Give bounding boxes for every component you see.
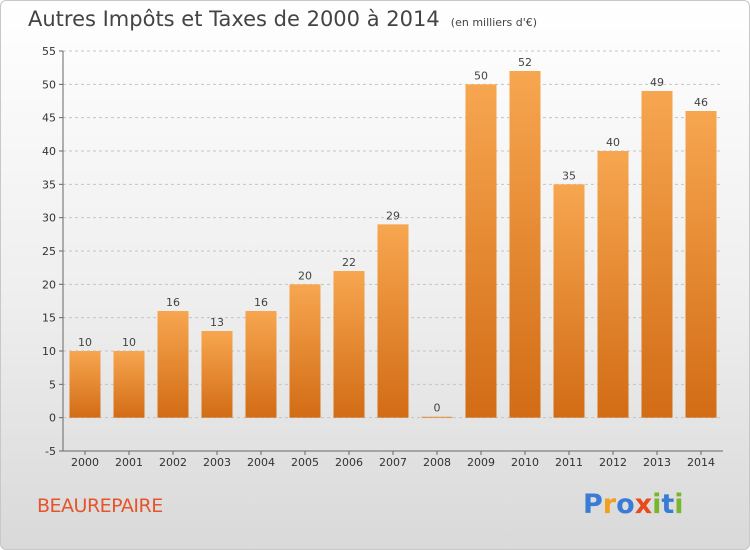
y-tick-label: 45 bbox=[42, 112, 56, 125]
y-tick-label: 40 bbox=[42, 145, 56, 158]
data-label: 10 bbox=[122, 336, 136, 349]
logo-letter: i bbox=[652, 489, 662, 520]
logo-letter: i bbox=[674, 489, 684, 520]
bar-2013 bbox=[641, 91, 673, 418]
data-label: 20 bbox=[298, 269, 312, 282]
bar-2007 bbox=[377, 224, 409, 418]
x-tick-label: 2007 bbox=[379, 456, 407, 469]
data-label: 46 bbox=[694, 96, 708, 109]
data-label: 50 bbox=[474, 69, 488, 82]
x-tick-label: 2000 bbox=[71, 456, 99, 469]
x-tick-label: 2011 bbox=[555, 456, 583, 469]
bar-2011 bbox=[553, 184, 585, 418]
x-tick-label: 2006 bbox=[335, 456, 363, 469]
logo-letter: o bbox=[616, 489, 635, 520]
x-tick-label: 2012 bbox=[599, 456, 627, 469]
bars bbox=[69, 71, 717, 418]
logo-letter: r bbox=[602, 489, 617, 520]
x-tick-label: 2010 bbox=[511, 456, 539, 469]
labels: -5 0 5 10 15 20 25 30 35 40 45 50 55 10 2000 10 2001 16 20… bbox=[42, 45, 715, 469]
y-tick-label: 20 bbox=[42, 278, 56, 291]
x-tick-label: 2001 bbox=[115, 456, 143, 469]
data-label: 10 bbox=[78, 336, 92, 349]
bar-2000 bbox=[69, 351, 101, 418]
y-tick-label: 0 bbox=[49, 412, 56, 425]
chart-title: Autres Impôts et Taxes de 2000 à 2014 (e… bbox=[28, 7, 537, 31]
data-label: 49 bbox=[650, 76, 664, 89]
data-label: 16 bbox=[254, 296, 268, 309]
y-tick-label: 15 bbox=[42, 312, 56, 325]
y-tick-label: 25 bbox=[42, 245, 56, 258]
x-tick-label: 2002 bbox=[159, 456, 187, 469]
bar-2003 bbox=[201, 331, 233, 418]
y-tick-label: 35 bbox=[42, 178, 56, 191]
x-tick-label: 2014 bbox=[687, 456, 715, 469]
x-tick-label: 2013 bbox=[643, 456, 671, 469]
y-tick-label: -5 bbox=[45, 445, 56, 458]
bar-2008 bbox=[421, 416, 453, 418]
data-label: 35 bbox=[562, 169, 576, 182]
bar-2005 bbox=[289, 284, 321, 418]
logo-letter: t bbox=[661, 489, 675, 520]
x-tick-label: 2003 bbox=[203, 456, 231, 469]
bar-2012 bbox=[597, 151, 629, 418]
data-label: 29 bbox=[386, 209, 400, 222]
x-tick-label: 2004 bbox=[247, 456, 275, 469]
data-label: 13 bbox=[210, 316, 224, 329]
y-tick-label: 55 bbox=[42, 45, 56, 58]
logo-letter: x bbox=[634, 489, 653, 520]
bar-2009 bbox=[465, 84, 497, 418]
x-tick-label: 2008 bbox=[423, 456, 451, 469]
bar-2004 bbox=[245, 311, 277, 418]
chart-title-unit: (en milliers d'€) bbox=[450, 16, 538, 29]
chart-title-main: Autres Impôts et Taxes de 2000 à 2014 bbox=[28, 7, 440, 31]
bar-2001 bbox=[113, 351, 145, 418]
data-label: 52 bbox=[518, 56, 532, 69]
bar-2002 bbox=[157, 311, 189, 418]
commune-name: BEAUREPAIRE bbox=[37, 495, 163, 517]
x-tick-label: 2009 bbox=[467, 456, 495, 469]
data-label: 40 bbox=[606, 136, 620, 149]
bar-2014 bbox=[685, 111, 717, 418]
y-tick-label: 5 bbox=[49, 378, 56, 391]
axes bbox=[59, 50, 723, 455]
logo-letter: P bbox=[583, 489, 603, 520]
y-tick-label: 30 bbox=[42, 212, 56, 225]
y-tick-label: 50 bbox=[42, 78, 56, 91]
data-label: 16 bbox=[166, 296, 180, 309]
data-label: 22 bbox=[342, 256, 356, 269]
y-tick-label: 10 bbox=[42, 345, 56, 358]
x-tick-label: 2005 bbox=[291, 456, 319, 469]
bar-2006 bbox=[333, 271, 365, 418]
data-label: 0 bbox=[434, 402, 441, 415]
proxiti-logo[interactable]: Proxiti bbox=[583, 489, 684, 520]
bar-2010 bbox=[509, 71, 541, 418]
